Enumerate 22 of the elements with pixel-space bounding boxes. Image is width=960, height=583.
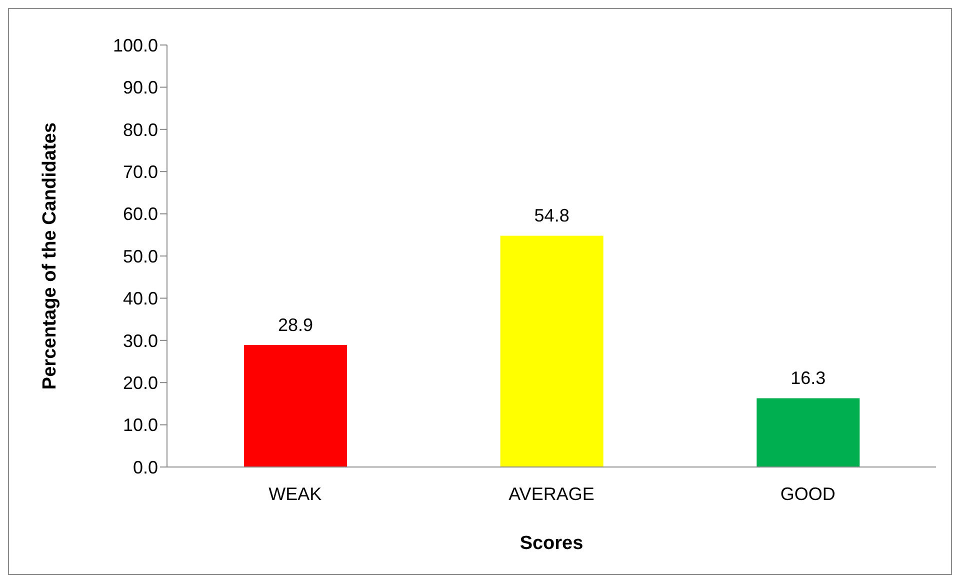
y-tick-label: 50.0 [122,246,158,266]
data-label: 54.8 [534,206,570,226]
bar [244,345,347,467]
x-tick-label: AVERAGE [508,484,594,504]
y-tick-label: 40.0 [122,288,158,309]
y-tick-label: 20.0 [122,372,158,393]
y-tick-label: 10.0 [122,415,158,436]
x-axis-title: Scores [520,533,584,554]
y-axis-title: Percentage of the Candidates [40,122,61,390]
y-tick-label: 80.0 [122,120,158,140]
y-tick-label: 30.0 [122,330,158,351]
y-tick-label: 70.0 [122,162,158,182]
x-tick-label: WEAK [268,484,322,504]
y-tick-label: 90.0 [122,78,158,98]
y-tick-label: 100.0 [112,35,158,56]
data-label: 16.3 [790,368,826,388]
data-label: 28.9 [278,315,314,336]
bar [756,398,860,467]
bar [500,236,604,467]
x-tick-label: GOOD [780,484,836,504]
y-tick-label: 60.0 [122,204,158,224]
y-tick-label: 0.0 [132,457,158,478]
